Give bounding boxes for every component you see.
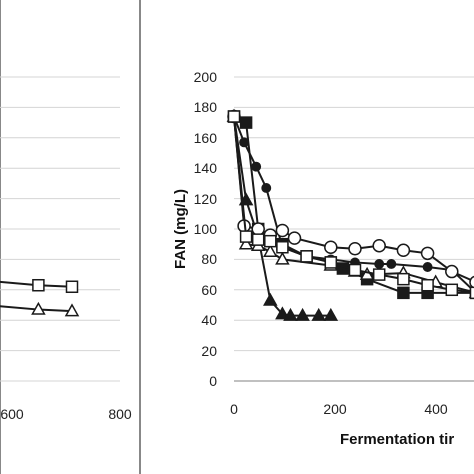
right-data-point xyxy=(422,262,433,272)
right-data-point xyxy=(469,275,474,289)
right-data-point xyxy=(251,222,265,236)
left-data-point xyxy=(32,278,45,292)
right-data-point xyxy=(261,183,272,193)
right-data-point xyxy=(251,161,262,172)
right-x-tick-labels: 0 200 400 xyxy=(230,401,448,417)
right-data-point xyxy=(239,137,250,148)
right-series-open-square xyxy=(227,110,474,300)
right-data-point xyxy=(275,223,290,238)
right-data-point xyxy=(386,259,397,269)
right-y-tick-labels: 0 20 40 60 80 100 120 140 160 180 200 xyxy=(194,69,218,389)
right-data-point xyxy=(469,286,474,300)
right-y-tick-100: 100 xyxy=(194,221,218,237)
left-data-point xyxy=(64,303,80,317)
left-series-group xyxy=(0,278,80,317)
left-series-open-triangle xyxy=(0,301,80,317)
right-y-tick-200: 200 xyxy=(194,69,218,85)
right-data-point xyxy=(372,238,386,253)
left-series-line xyxy=(0,305,73,313)
right-y-tick-180: 180 xyxy=(194,99,218,115)
right-y-tick-160: 160 xyxy=(194,130,218,146)
right-y-tick-40: 40 xyxy=(201,312,217,328)
right-y-tick-60: 60 xyxy=(201,282,217,298)
right-x-tick-200: 200 xyxy=(323,401,347,417)
right-data-point xyxy=(264,234,277,248)
right-data-point xyxy=(420,246,435,261)
right-series-open-circle xyxy=(227,109,474,289)
right-data-point xyxy=(396,243,411,258)
left-data-point xyxy=(65,280,79,294)
left-data-point xyxy=(31,301,46,315)
right-y-tick-140: 140 xyxy=(194,160,218,176)
right-data-point xyxy=(311,307,326,321)
right-data-point xyxy=(275,251,290,265)
right-data-point xyxy=(239,230,253,243)
right-y-tick-80: 80 xyxy=(201,251,217,267)
right-data-point xyxy=(238,236,254,250)
right-series-group xyxy=(226,108,474,321)
right-data-point xyxy=(372,268,386,281)
right-x-tick-0: 0 xyxy=(230,401,238,417)
left-gridlines xyxy=(0,76,120,382)
left-series-line xyxy=(0,280,73,288)
right-data-point xyxy=(445,283,459,297)
right-data-point xyxy=(445,264,459,279)
left-x-tick-800: 800 xyxy=(108,406,132,422)
right-data-point xyxy=(300,250,313,263)
right-data-point xyxy=(251,233,265,246)
right-y-tick-0: 0 xyxy=(209,373,217,389)
right-data-point xyxy=(295,307,310,321)
right-data-point xyxy=(348,263,362,277)
right-data-point xyxy=(374,259,385,269)
left-panel: 600 800 xyxy=(0,0,132,474)
right-data-point xyxy=(324,256,338,269)
right-data-point xyxy=(323,307,339,321)
right-y-tick-20: 20 xyxy=(201,343,217,359)
right-data-point xyxy=(239,116,253,129)
right-y-tick-120: 120 xyxy=(194,191,218,207)
right-data-point xyxy=(263,292,278,306)
right-data-point xyxy=(287,231,302,245)
right-data-point xyxy=(397,286,410,300)
right-x-axis-label: Fermentation tir xyxy=(340,431,454,448)
right-data-point xyxy=(397,272,410,286)
right-data-point xyxy=(227,110,241,123)
right-data-point xyxy=(421,278,434,292)
right-data-point xyxy=(275,306,290,320)
left-series-open-square xyxy=(0,278,79,294)
right-y-axis-label: FAN (mg/L) xyxy=(172,189,189,269)
right-x-tick-400: 400 xyxy=(424,401,448,417)
right-data-point xyxy=(263,244,278,258)
right-data-point xyxy=(283,307,298,321)
right-panel: 0 20 40 60 80 100 120 140 160 180 200 0 … xyxy=(172,69,474,448)
right-data-point xyxy=(348,242,362,256)
right-data-point xyxy=(276,240,289,254)
right-data-point xyxy=(324,240,338,254)
left-x-tick-600: 600 xyxy=(0,406,24,422)
